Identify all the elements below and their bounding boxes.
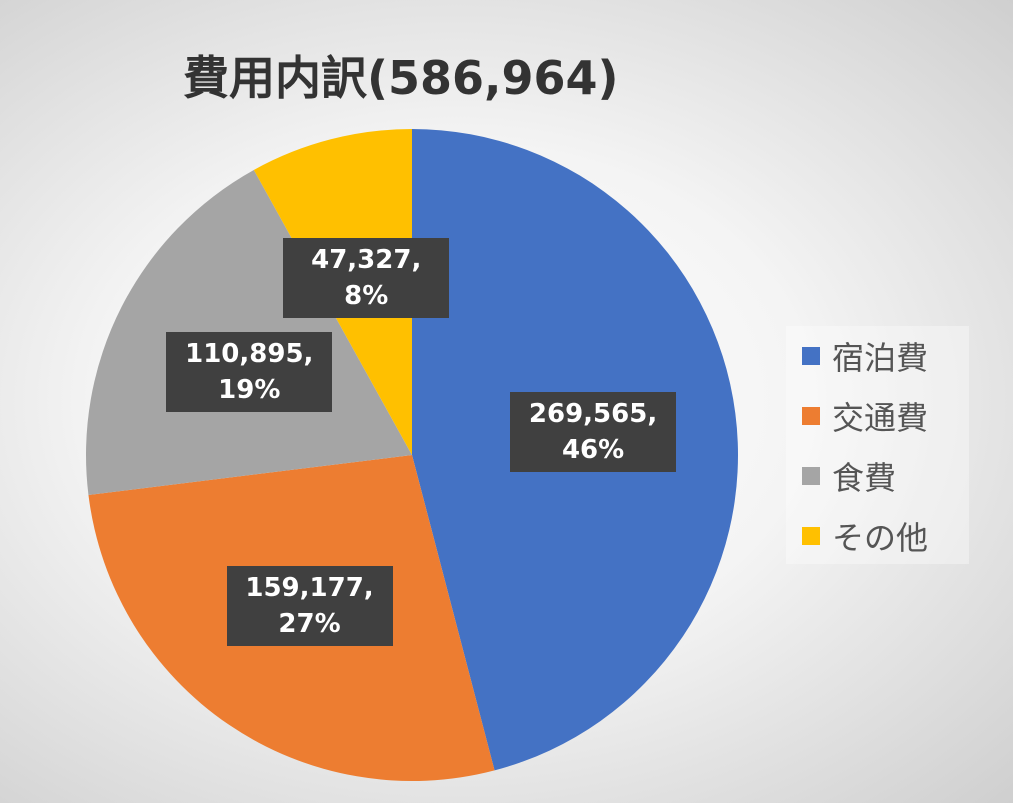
chart-title: 費用内訳(586,964): [183, 51, 619, 105]
legend-item: 交通費: [786, 386, 969, 446]
legend-label: 食費: [832, 459, 897, 497]
legend-swatch: [802, 467, 820, 485]
legend-label: 交通費: [832, 399, 929, 437]
legend-swatch: [802, 527, 820, 545]
data-label: 47,327, 8%: [283, 238, 450, 319]
legend-item: その他: [786, 506, 969, 566]
data-label: 110,895, 19%: [166, 332, 333, 413]
data-label: 269,565, 46%: [510, 391, 677, 472]
legend-item: 宿泊費: [786, 326, 969, 386]
legend-label: その他: [832, 519, 929, 557]
legend-swatch: [802, 347, 820, 365]
legend-swatch: [802, 407, 820, 425]
data-label: 159,177, 27%: [226, 566, 393, 647]
legend-item: 食費: [786, 446, 969, 506]
legend-label: 宿泊費: [832, 339, 929, 377]
legend: 宿泊費交通費食費その他: [786, 326, 969, 564]
